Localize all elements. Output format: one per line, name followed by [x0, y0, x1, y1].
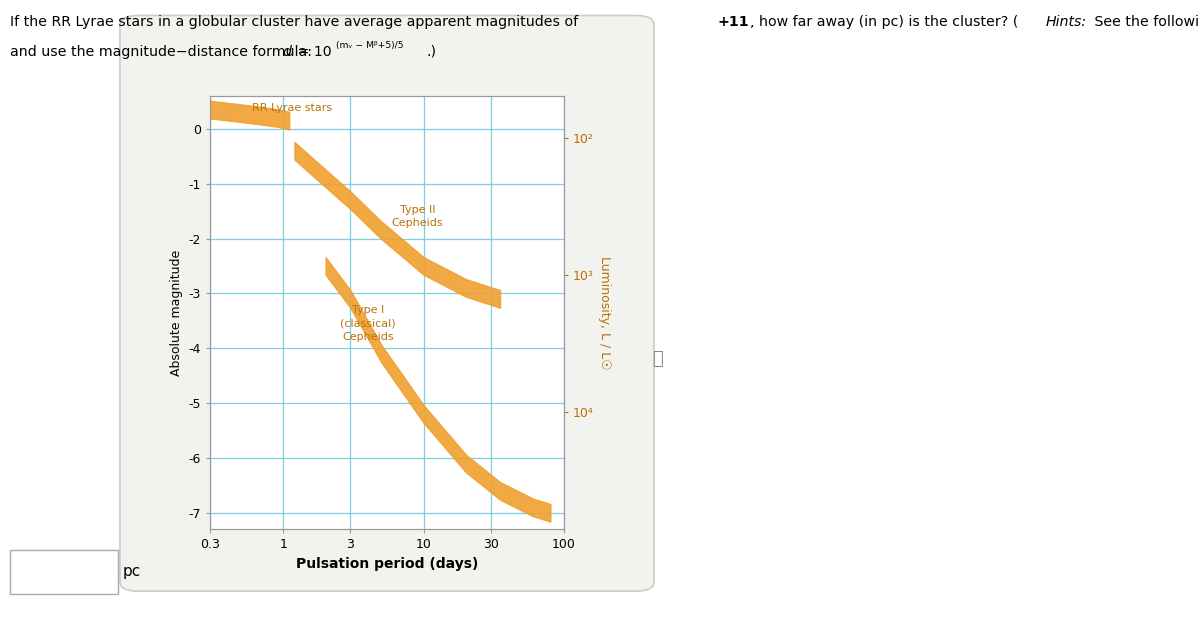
- Y-axis label: Absolute magnitude: Absolute magnitude: [170, 249, 182, 376]
- Text: If the RR Lyrae stars in a globular cluster have average apparent magnitudes of: If the RR Lyrae stars in a globular clus…: [10, 15, 582, 30]
- Text: (mᵥ − Mᵝ+5)/5: (mᵥ − Mᵝ+5)/5: [336, 41, 403, 51]
- X-axis label: Pulsation period (days): Pulsation period (days): [296, 557, 478, 571]
- Text: pc: pc: [122, 565, 140, 579]
- Text: , how far away (in pc) is the cluster? (: , how far away (in pc) is the cluster? (: [750, 15, 1019, 30]
- Text: RR Lyrae stars: RR Lyrae stars: [252, 103, 332, 113]
- Text: See the following figure,: See the following figure,: [1090, 15, 1200, 30]
- Text: Hints:: Hints:: [1045, 15, 1086, 30]
- Text: Type I
(classical)
Cepheids: Type I (classical) Cepheids: [340, 305, 396, 342]
- Text: +11: +11: [718, 15, 749, 30]
- Text: d: d: [282, 45, 292, 59]
- Text: Type II
Cepheids: Type II Cepheids: [391, 205, 443, 228]
- Text: = 10: = 10: [293, 45, 331, 59]
- Text: and use the magnitude−distance formula:: and use the magnitude−distance formula:: [10, 45, 319, 59]
- Text: .): .): [426, 45, 436, 59]
- Y-axis label: Luminosity, L / L☉: Luminosity, L / L☉: [598, 256, 611, 370]
- Text: ⓘ: ⓘ: [653, 350, 662, 368]
